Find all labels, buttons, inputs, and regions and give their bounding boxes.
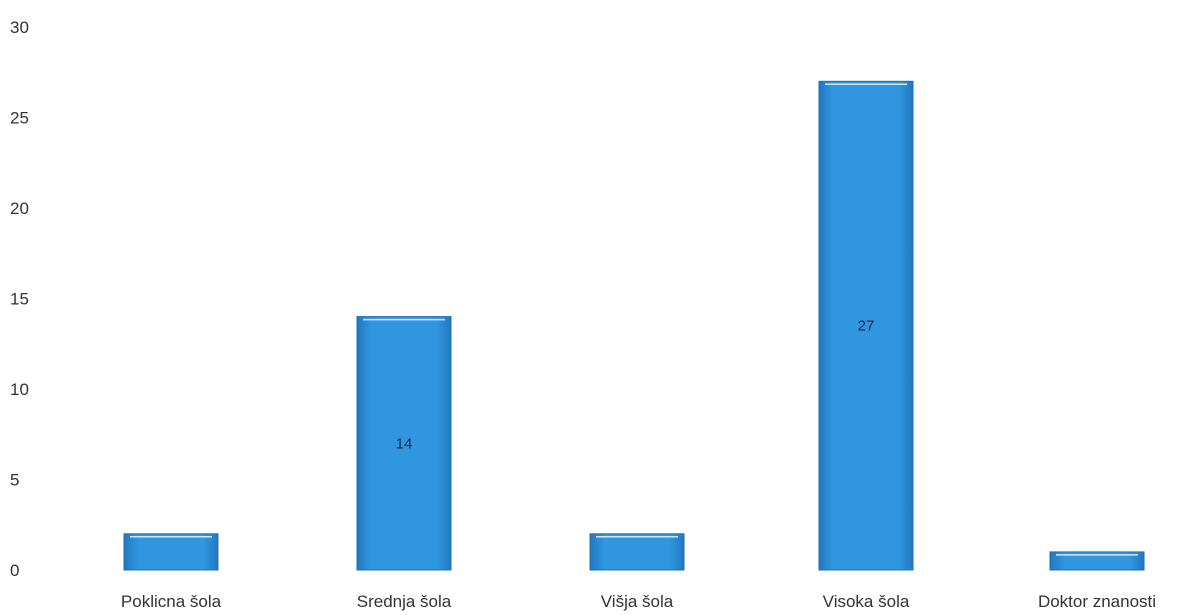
y-tick-label: 0 — [10, 561, 19, 580]
y-tick-label: 20 — [10, 199, 29, 218]
bar — [818, 80, 914, 571]
x-category-label: Srednja šola — [357, 592, 452, 611]
data-label: 27 — [858, 318, 875, 335]
x-category-label: Poklicna šola — [121, 592, 222, 611]
x-category-label: Višja šola — [601, 592, 674, 611]
y-tick-label: 15 — [10, 290, 29, 309]
data-label: 14 — [396, 435, 413, 452]
y-tick-label: 5 — [10, 471, 19, 490]
y-tick-label: 10 — [10, 380, 29, 399]
bar — [123, 533, 219, 571]
y-tick-label: 25 — [10, 109, 29, 128]
y-tick-label: 30 — [10, 18, 29, 37]
bar — [589, 533, 685, 571]
bars: 14 27 — [123, 80, 1145, 571]
x-category-label: Visoka šola — [823, 592, 910, 611]
bar — [1049, 551, 1145, 571]
x-axis: Poklicna šola Srednja šola Višja šola Visok… — [121, 592, 1156, 611]
y-axis: 0 5 10 15 20 25 30 — [10, 18, 29, 580]
bar — [356, 316, 452, 571]
x-category-label: Doktor znanosti — [1038, 592, 1156, 611]
